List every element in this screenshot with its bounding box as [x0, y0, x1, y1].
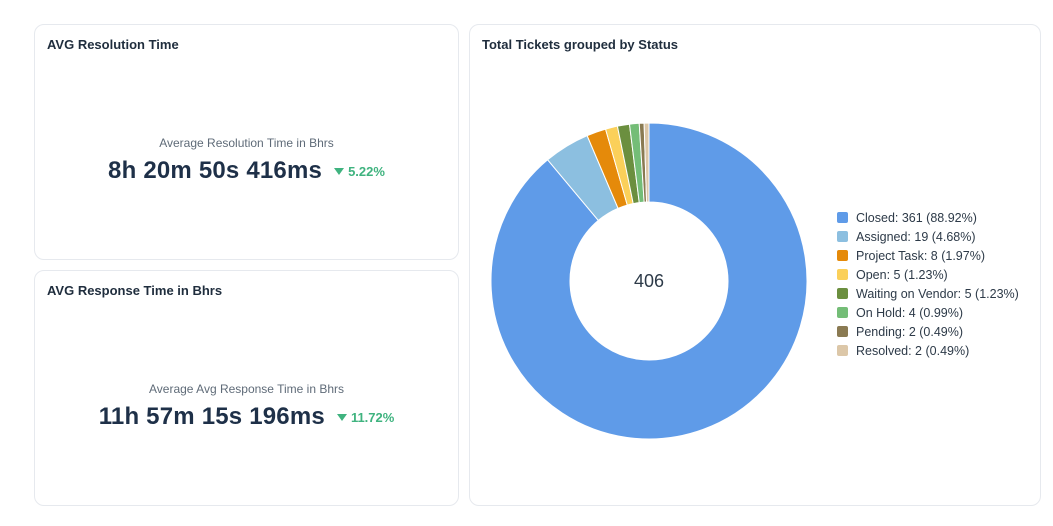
legend-swatch	[837, 269, 848, 280]
legend-item-project-task[interactable]: Project Task: 8 (1.97%)	[837, 246, 1019, 265]
trend-down-icon	[336, 414, 347, 421]
legend-item-on-hold[interactable]: On Hold: 4 (0.99%)	[837, 303, 1019, 322]
card-title: AVG Response Time in Bhrs	[47, 283, 223, 298]
legend-swatch	[837, 345, 848, 356]
kpi-caption: Average Resolution Time in Bhrs	[159, 136, 334, 150]
legend-swatch	[837, 326, 848, 337]
kpi-delta-value: 5.22%	[348, 163, 385, 179]
card-title: AVG Resolution Time	[47, 37, 179, 52]
card-title: Total Tickets grouped by Status	[482, 37, 678, 52]
donut-center-total: 406	[634, 271, 664, 291]
kpi-row: 11h 57m 15s 196ms 11.72%	[35, 403, 458, 431]
kpi-row: 8h 20m 50s 416ms 5.22%	[35, 157, 458, 185]
legend-label: Open: 5 (1.23%)	[856, 267, 948, 282]
legend-item-pending[interactable]: Pending: 2 (0.49%)	[837, 322, 1019, 341]
avg-response-time-card: AVG Response Time in Bhrs Average Avg Re…	[34, 270, 459, 506]
kpi-delta: 11.72%	[336, 409, 395, 425]
donut-slice-resolved[interactable]	[643, 122, 650, 203]
legend-swatch	[837, 250, 848, 261]
legend-item-open[interactable]: Open: 5 (1.23%)	[837, 265, 1019, 284]
legend-label: Project Task: 8 (1.97%)	[856, 248, 985, 263]
kpi-delta: 5.22%	[334, 164, 385, 179]
legend-label: Closed: 361 (88.92%)	[856, 210, 977, 225]
legend-swatch	[837, 288, 848, 299]
trend-down-icon	[334, 168, 345, 175]
chart-legend: Closed: 361 (88.92%) Assigned: 19 (4.68%)…	[837, 208, 1019, 360]
legend-swatch	[837, 231, 848, 242]
legend-item-waiting-on-vendor[interactable]: Waiting on Vendor: 5 (1.23%)	[837, 284, 1019, 303]
legend-item-resolved[interactable]: Resolved: 2 (0.49%)	[837, 341, 1019, 360]
kpi-value: 8h 20m 50s 416ms	[108, 157, 323, 184]
legend-item-assigned[interactable]: Assigned: 19 (4.68%)	[837, 227, 1019, 246]
kpi-value: 11h 57m 15s 196ms	[98, 403, 325, 430]
legend-swatch	[837, 212, 848, 223]
legend-label: On Hold: 4 (0.99%)	[856, 305, 963, 320]
legend-label: Pending: 2 (0.49%)	[856, 324, 964, 339]
avg-resolution-time-card: AVG Resolution Time Average Resolution T…	[34, 24, 459, 260]
legend-swatch	[837, 307, 848, 318]
kpi-caption: Average Avg Response Time in Bhrs	[149, 382, 344, 396]
legend-label: Assigned: 19 (4.68%)	[856, 229, 976, 244]
legend-label: Resolved: 2 (0.49%)	[856, 343, 970, 358]
kpi-delta-value: 11.72%	[350, 409, 395, 425]
donut-slice-closed[interactable]	[490, 122, 808, 440]
donut-chart: 406	[490, 122, 808, 440]
legend-item-closed[interactable]: Closed: 361 (88.92%)	[837, 208, 1019, 227]
tickets-by-status-card: Total Tickets grouped by Status 406 Clos…	[469, 24, 1041, 506]
legend-label: Waiting on Vendor: 5 (1.23%)	[856, 286, 1019, 301]
